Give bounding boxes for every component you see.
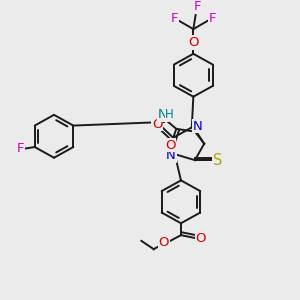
Text: F: F — [209, 12, 216, 25]
Text: O: O — [196, 232, 206, 245]
Text: O: O — [188, 36, 199, 49]
Text: O: O — [159, 236, 169, 249]
Text: H: H — [165, 108, 174, 121]
Text: S: S — [213, 153, 222, 168]
Text: F: F — [17, 142, 24, 155]
Text: N: N — [166, 149, 176, 162]
Text: F: F — [194, 0, 202, 13]
Text: O: O — [152, 118, 162, 130]
Text: N: N — [193, 120, 202, 133]
Text: F: F — [171, 12, 178, 25]
Text: N: N — [158, 108, 168, 122]
Text: O: O — [165, 139, 175, 152]
